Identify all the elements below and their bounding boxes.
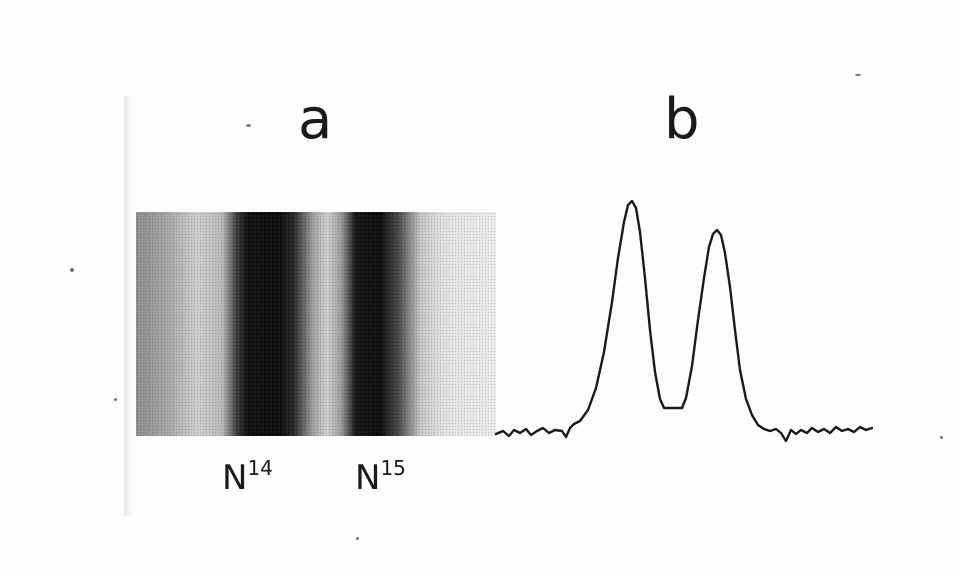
dust-speck [70, 268, 74, 272]
dust-speck [855, 74, 861, 76]
isotope-element-n14: N [222, 458, 248, 498]
dust-speck [246, 124, 251, 127]
panel-b-label: b [664, 87, 700, 152]
scan-edge-shadow [124, 96, 138, 516]
isotope-label-n14: N14 [222, 458, 273, 495]
dust-speck [940, 436, 943, 439]
isotope-mass-n14: 14 [247, 456, 273, 480]
isotope-label-n15: N15 [355, 458, 406, 495]
panel-a-label: a [298, 87, 333, 152]
isotope-mass-n15: 15 [380, 456, 406, 480]
isotope-element-n15: N [355, 458, 381, 498]
dust-speck [356, 537, 359, 540]
absorbance-trace-line [494, 199, 874, 443]
dust-speck [114, 398, 117, 401]
density-band-image [136, 212, 496, 436]
